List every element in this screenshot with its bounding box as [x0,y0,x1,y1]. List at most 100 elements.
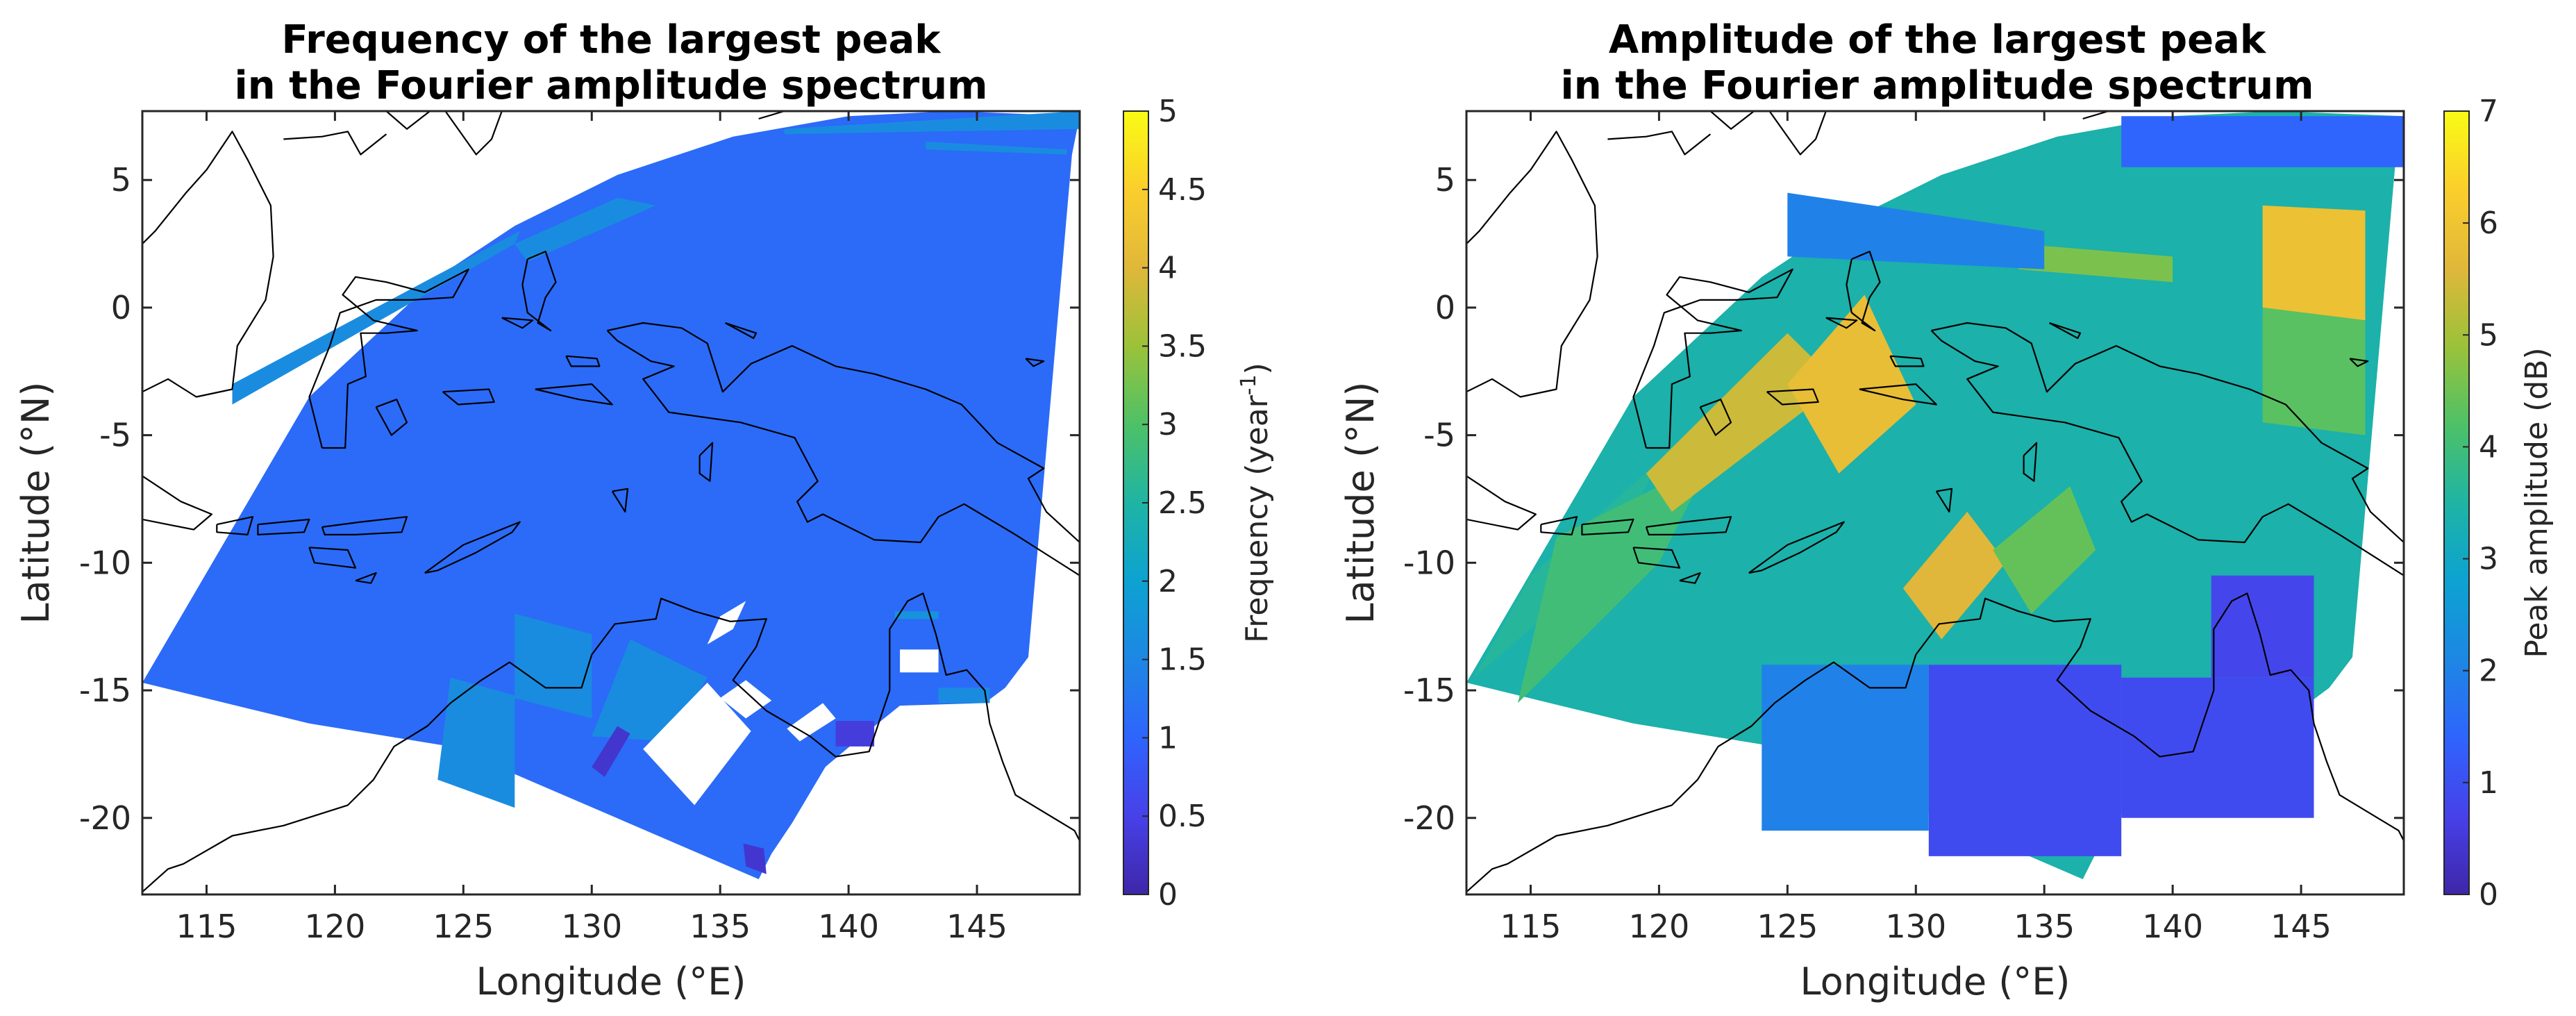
coastline [375,399,408,436]
value-patch [720,680,772,719]
colorbar-tick-label: 1.5 [1158,642,1207,678]
coastline [1632,547,1681,569]
value-patch [1787,192,2045,269]
value-patch [2018,244,2173,283]
colorbar-tick-label: 3 [2479,542,2498,577]
x-tick-label: 125 [1757,908,1818,945]
y-axis: 5 0 -5 -10 -15 -20 [79,161,1080,837]
value-patch [787,703,836,742]
colorbar-tick-label: 5 [2479,317,2498,353]
y-axis: 5 0 -5 -10 -15 -20 [1403,161,2404,837]
x-tick-label: 125 [433,908,494,945]
value-patch [2262,205,2366,321]
coastline [283,131,387,156]
y-tick-label: -15 [1403,672,1455,709]
y-tick-label: 5 [111,161,131,199]
value-patch [2121,677,2314,818]
coastline [758,111,785,120]
y-tick-label: 0 [1435,289,1455,326]
y-axis-label: Latitude (°N) [1339,382,1382,624]
colorbar-tick-label: 0.5 [1158,799,1207,834]
coastline [1699,399,1732,436]
value-patch [835,721,875,747]
coastline [2082,111,2109,120]
coastline [257,518,310,535]
x-tick-label: 145 [2270,908,2332,945]
colorbar-tick-label: 1 [1158,720,1178,756]
colorbar-tick-label: 2 [1158,564,1178,599]
colorbar-tick-label: 3 [1158,407,1178,442]
y-tick-label: -10 [79,544,131,581]
value-patch [1787,294,1916,474]
coastline [521,251,557,332]
y-tick-label: -20 [1403,799,1455,837]
value-patch [707,601,746,644]
colorbar-tick-label: 7 [2479,94,2498,129]
colorbar-tick-label: 1 [2479,765,2498,801]
y-tick-label: -5 [99,417,131,454]
y-tick-label: -10 [1403,544,1455,581]
value-patch [643,683,751,806]
value-patch [232,231,520,405]
coastline [535,383,613,406]
coastline [1607,131,1712,156]
coastline [308,268,469,449]
coastline [424,521,521,574]
y-tick-label: -15 [79,672,131,709]
coastline [1859,383,1937,406]
colorbar-label: Peak amplitude (dB) [2519,347,2554,658]
coastline [606,322,1080,576]
x-axis-label: Longitude (°E) [476,960,746,1003]
value-patch [592,726,630,777]
map-area [142,111,1080,893]
x-tick-label: 120 [1628,908,1689,945]
coastline [1935,488,1953,513]
coastline [1709,111,1755,130]
value-patch [2211,575,2314,678]
x-tick-label: 135 [689,908,751,945]
coastline [142,592,1080,893]
colorbar-tick-label: 4 [2479,429,2498,465]
value-patch [1928,665,2122,856]
coastline [1846,251,1881,332]
colorbar-tick-label: 2.5 [1158,485,1207,521]
x-tick-label: 140 [818,908,879,945]
coastline [699,442,714,482]
coastline [1466,592,2404,893]
x-tick-label: 130 [561,908,622,945]
x-tick-label: 120 [304,908,365,945]
y-tick-label: -5 [1423,417,1455,454]
colorbar-tick-label: 4 [1158,251,1178,286]
coastline [1540,516,1578,535]
y-tick-label: 5 [1435,161,1455,199]
y-axis-label: Latitude (°N) [14,382,58,624]
coastline [611,488,629,513]
colorbar-label-sup: -1 [1237,374,1261,395]
value-patch [515,197,656,262]
coastline [1825,317,1858,329]
coastline [442,388,495,406]
frequency-panel: Frequency of the largest peak in the Fou… [14,17,1275,1003]
amplitude-panel: Amplitude of the largest peak in the Fou… [1339,17,2554,1003]
coastline [142,131,274,398]
value-patch [1993,486,2096,614]
colorbar-label-main: Frequency (year [1239,394,1275,643]
coastline [501,317,534,329]
coastline [1632,268,1793,449]
colorbar-tick-label: 6 [2479,206,2498,241]
coastline [1025,358,1045,367]
colorbar-tick-label: 5 [1158,94,1178,129]
colorbar-tick-label: 3.5 [1158,328,1207,364]
colorbar-tick-label: 0 [2479,877,2498,913]
axes-box [141,110,1081,896]
colorbar-label-end: ) [1239,363,1275,374]
coastline [1930,322,2404,576]
value-patch [784,111,1080,135]
coastline [1645,516,1732,535]
value-patch [926,142,1067,155]
coastline [321,516,408,535]
x-tick-label: 115 [176,908,237,945]
y-tick-label: 0 [111,289,131,326]
panel-title-line-2: in the Fourier amplitude spectrum [235,63,988,108]
value-patch [1518,460,1711,703]
